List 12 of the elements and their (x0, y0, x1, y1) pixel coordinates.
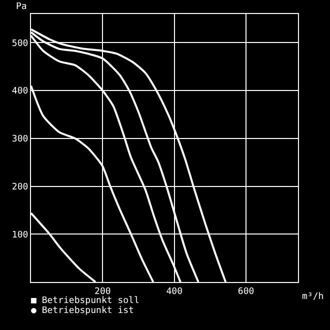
y-tick-label: 100 (12, 230, 28, 240)
y-tick-label: 400 (12, 86, 28, 97)
x-axis-title: m³/h (302, 292, 324, 302)
x-tick-label: 600 (238, 286, 254, 297)
text: ■ Betriebspunkt soll (31, 296, 140, 306)
x-tick-label: 400 (166, 286, 182, 297)
y-tick-label: 500 (12, 38, 28, 49)
y-tick-label: 300 (12, 134, 28, 145)
x-tick-label: 200 (94, 286, 111, 297)
y-tick-label: 200 (12, 182, 28, 192)
text: ● Betriebspunkt ist (31, 306, 134, 316)
y-axis-title: Pa (16, 2, 27, 12)
